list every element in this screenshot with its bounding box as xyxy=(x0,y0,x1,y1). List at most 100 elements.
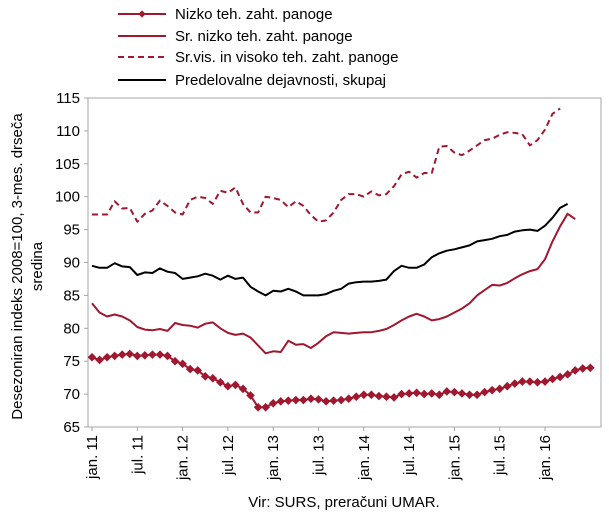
y-tick-label: 105 xyxy=(55,156,80,173)
data-point-marker xyxy=(578,364,588,373)
data-point-marker xyxy=(419,389,429,399)
data-point-marker xyxy=(465,390,474,400)
data-point-marker xyxy=(193,366,203,375)
plot-area xyxy=(87,97,602,428)
plot-frame xyxy=(87,97,602,428)
data-point-marker xyxy=(299,395,308,405)
y-tick-label: 100 xyxy=(55,189,80,206)
data-point-marker xyxy=(268,399,278,408)
x-tick-label: jul. 14 xyxy=(401,435,418,476)
data-point-marker xyxy=(208,374,218,383)
y-tick-label: 95 xyxy=(63,222,80,239)
y-axis-title-line-2: sredina xyxy=(29,241,46,291)
legend-item: Predelovalne dejavnosti, skupaj xyxy=(118,72,386,89)
x-tick-label: jul. 13 xyxy=(311,435,328,476)
legend-item: Sr. nizko teh. zaht. panoge xyxy=(118,28,353,45)
data-point-marker xyxy=(185,364,195,374)
data-point-marker xyxy=(480,387,489,397)
y-tick-label: 65 xyxy=(63,419,80,436)
x-tick-label: jul. 11 xyxy=(129,435,146,475)
data-point-marker xyxy=(155,350,165,359)
data-point-marker xyxy=(472,390,482,400)
data-point-marker xyxy=(344,394,354,404)
data-point-marker xyxy=(276,397,286,406)
data-point-marker xyxy=(525,377,535,386)
data-point-marker xyxy=(412,388,421,398)
series-line xyxy=(91,212,576,355)
data-point-marker xyxy=(359,390,369,400)
legend-marker xyxy=(138,10,146,18)
y-tick-label: 75 xyxy=(63,353,80,370)
x-tick-label: jan. 16 xyxy=(537,435,554,481)
x-tick-label: jan. 14 xyxy=(356,435,373,481)
legend-label: Nizko teh. zaht. panoge xyxy=(175,6,333,23)
data-point-marker xyxy=(389,393,399,402)
data-point-marker xyxy=(336,395,346,405)
x-tick-label: jul. 15 xyxy=(492,435,509,476)
data-point-marker xyxy=(585,363,595,373)
data-point-marker xyxy=(442,387,452,396)
y-axis-title-line-1: Desezoniran indeks 2008=100, 3-mes. drse… xyxy=(9,113,26,420)
x-tick-label: jan. 12 xyxy=(175,435,192,481)
legend-item: Nizko teh. zaht. panoge xyxy=(118,6,333,23)
data-point-marker xyxy=(495,384,505,394)
data-point-marker xyxy=(427,389,437,398)
data-point-marker xyxy=(450,387,459,397)
data-point-marker xyxy=(200,372,210,381)
legend-item: Sr.vis. in visoko teh. zaht. panoge xyxy=(118,49,398,66)
x-tick-label: jul. 12 xyxy=(220,435,237,476)
data-point-marker xyxy=(351,392,361,402)
data-point-marker xyxy=(148,350,157,359)
x-tick-label: jan. 13 xyxy=(265,435,282,481)
data-point-marker xyxy=(283,396,293,405)
data-point-marker xyxy=(231,380,240,390)
data-point-marker xyxy=(367,390,376,400)
data-point-marker xyxy=(110,351,119,361)
legend-label: Sr. nizko teh. zaht. panoge xyxy=(175,28,353,45)
legend: Nizko teh. zaht. panoge Sr. nizko teh. za… xyxy=(118,6,398,89)
data-point-marker xyxy=(163,351,172,361)
data-point-marker xyxy=(102,352,112,362)
data-point-marker xyxy=(555,372,565,382)
legend-label: Predelovalne dejavnosti, skupaj xyxy=(175,72,386,89)
data-point-marker xyxy=(563,370,572,379)
data-point-marker xyxy=(397,389,406,399)
data-point-marker xyxy=(487,385,497,395)
data-point-marker xyxy=(246,391,255,400)
data-point-marker xyxy=(117,350,127,359)
data-point-marker xyxy=(170,356,180,366)
data-point-marker xyxy=(540,377,550,386)
data-point-marker xyxy=(404,389,414,398)
data-point-marker xyxy=(87,352,97,362)
data-point-marker xyxy=(570,366,580,375)
data-point-marker xyxy=(502,381,512,391)
x-tick-label: jan. 11 xyxy=(84,435,101,480)
series-line xyxy=(91,203,569,297)
data-point-marker xyxy=(329,396,338,405)
data-point-marker xyxy=(178,359,187,369)
data-point-marker xyxy=(548,374,557,384)
data-point-marker xyxy=(533,377,542,387)
y-axis: 65 70 75 80 85 90 95 100 105 110 115 xyxy=(55,90,88,436)
data-point-marker xyxy=(457,389,467,398)
x-axis: jan. 11 jul. 11 jan. 12 jul. 12 jan. 13 jul. … xyxy=(84,427,554,481)
y-tick-label: 70 xyxy=(63,386,80,403)
data-point-marker xyxy=(238,384,248,394)
y-tick-label: 90 xyxy=(63,255,80,272)
data-point-marker xyxy=(125,349,135,359)
y-tick-label: 110 xyxy=(56,123,80,140)
data-point-marker xyxy=(223,381,233,391)
data-point-marker xyxy=(261,402,270,412)
data-point-marker xyxy=(510,379,520,388)
data-point-marker xyxy=(374,391,384,401)
data-point-marker xyxy=(291,395,301,405)
source-note: Vir: SURS, preračuni UMAR. xyxy=(248,494,439,511)
data-point-marker xyxy=(518,377,527,386)
data-point-marker xyxy=(132,351,142,361)
data-point-marker xyxy=(314,395,323,404)
data-point-marker xyxy=(434,390,444,400)
data-point-marker xyxy=(382,392,391,402)
data-point-marker xyxy=(95,355,104,365)
data-point-marker xyxy=(306,394,316,404)
